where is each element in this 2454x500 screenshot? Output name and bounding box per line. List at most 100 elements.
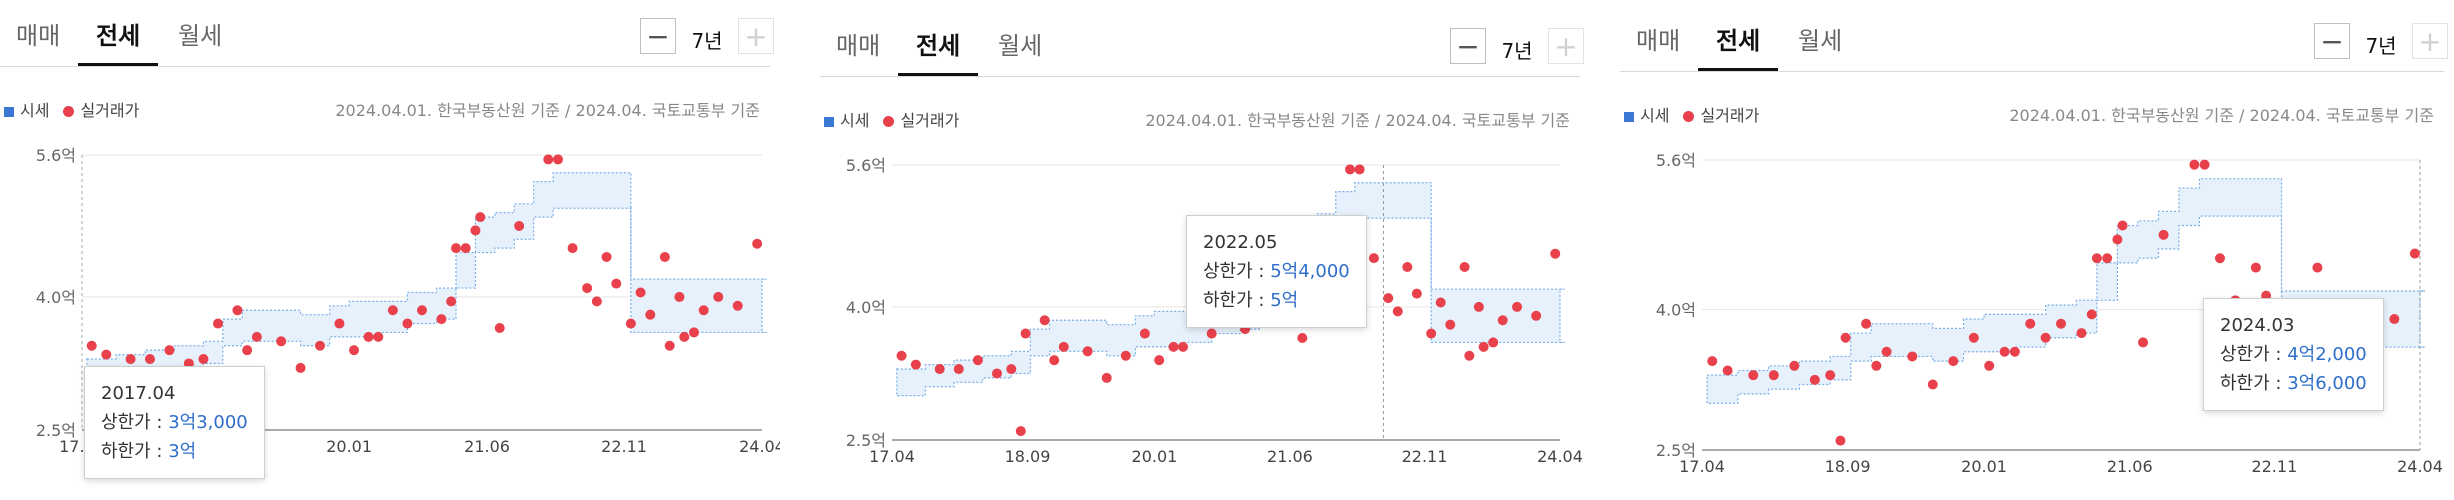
transaction-point[interactable] <box>1531 310 1542 321</box>
transaction-point[interactable] <box>1154 355 1165 366</box>
transaction-point[interactable] <box>2009 346 2020 357</box>
transaction-point[interactable] <box>2138 337 2149 348</box>
transaction-point[interactable] <box>402 318 413 329</box>
tab-monthly[interactable]: 월세 <box>178 22 223 50</box>
transaction-point[interactable] <box>251 331 262 342</box>
transaction-point[interactable] <box>125 354 136 365</box>
transaction-point[interactable] <box>1049 355 1060 366</box>
tab-trade[interactable]: 매매 <box>1636 27 1681 55</box>
transaction-point[interactable] <box>1984 360 1995 371</box>
transaction-point[interactable] <box>334 318 345 329</box>
transaction-point[interactable] <box>2250 262 2261 273</box>
transaction-point[interactable] <box>732 300 743 311</box>
period-increase-button[interactable]: + <box>2412 23 2448 59</box>
transaction-point[interactable] <box>1707 356 1718 367</box>
transaction-point[interactable] <box>315 340 325 351</box>
transaction-point[interactable] <box>145 354 155 365</box>
transaction-point[interactable] <box>689 327 699 338</box>
transaction-point[interactable] <box>1881 346 1892 357</box>
transaction-point[interactable] <box>2389 314 2400 325</box>
transaction-point[interactable] <box>2056 318 2066 329</box>
transaction-point[interactable] <box>514 220 525 231</box>
transaction-point[interactable] <box>543 154 554 165</box>
transaction-point[interactable] <box>713 291 724 302</box>
transaction-point[interactable] <box>494 322 505 333</box>
transaction-point[interactable] <box>1835 435 1846 446</box>
tab-monthly[interactable]: 월세 <box>998 32 1043 60</box>
transaction-point[interactable] <box>1383 293 1394 304</box>
transaction-point[interactable] <box>2086 309 2097 320</box>
tab-trade[interactable]: 매매 <box>16 22 61 50</box>
transaction-point[interactable] <box>1058 341 1069 352</box>
transaction-point[interactable] <box>2158 229 2169 240</box>
transaction-point[interactable] <box>2189 159 2200 170</box>
period-increase-button[interactable]: + <box>1548 28 1584 64</box>
transaction-point[interactable] <box>436 314 447 325</box>
transaction-point[interactable] <box>1999 346 2010 357</box>
transaction-point[interactable] <box>953 364 964 375</box>
transaction-point[interactable] <box>645 309 656 320</box>
transaction-point[interactable] <box>242 345 253 356</box>
transaction-point[interactable] <box>1411 288 1422 299</box>
transaction-point[interactable] <box>213 318 223 329</box>
transaction-point[interactable] <box>387 305 398 316</box>
transaction-point[interactable] <box>2214 253 2225 264</box>
period-increase-button[interactable]: + <box>738 18 774 54</box>
transaction-point[interactable] <box>679 331 690 342</box>
transaction-point[interactable] <box>2199 159 2210 170</box>
transaction-point[interactable] <box>373 331 384 342</box>
transaction-point[interactable] <box>1550 248 1561 259</box>
transaction-point[interactable] <box>1402 262 1413 273</box>
transaction-point[interactable] <box>752 238 763 249</box>
transaction-point[interactable] <box>1927 379 1938 390</box>
transaction-point[interactable] <box>1039 315 1050 326</box>
transaction-point[interactable] <box>1015 426 1026 437</box>
transaction-point[interactable] <box>1101 372 1112 383</box>
transaction-point[interactable] <box>567 243 578 254</box>
transaction-point[interactable] <box>1082 346 1093 357</box>
transaction-point[interactable] <box>1871 360 1882 371</box>
transaction-point[interactable] <box>1840 332 1851 343</box>
transaction-point[interactable] <box>1368 253 1379 264</box>
transaction-point[interactable] <box>625 318 636 329</box>
transaction-point[interactable] <box>1426 328 1437 339</box>
transaction-point[interactable] <box>1354 164 1365 175</box>
tab-jeonse[interactable]: 전세 <box>1716 27 1761 55</box>
transaction-point[interactable] <box>2076 328 2087 339</box>
transaction-point[interactable] <box>582 283 593 294</box>
transaction-point[interactable] <box>1464 350 1475 361</box>
transaction-point[interactable] <box>295 362 306 373</box>
transaction-point[interactable] <box>1392 306 1403 317</box>
transaction-point[interactable] <box>910 359 921 370</box>
transaction-point[interactable] <box>1907 351 1918 362</box>
transaction-point[interactable] <box>1006 364 1017 375</box>
transaction-point[interactable] <box>991 368 1002 379</box>
transaction-point[interactable] <box>2091 253 2102 264</box>
transaction-point[interactable] <box>2102 253 2113 264</box>
transaction-point[interactable] <box>1768 370 1779 381</box>
transaction-point[interactable] <box>659 252 670 263</box>
transaction-point[interactable] <box>232 305 243 316</box>
transaction-point[interactable] <box>972 355 983 366</box>
transaction-point[interactable] <box>1512 301 1523 312</box>
transaction-point[interactable] <box>1789 360 1800 371</box>
transaction-point[interactable] <box>2312 262 2323 273</box>
transaction-point[interactable] <box>2409 248 2420 259</box>
transaction-point[interactable] <box>1809 374 1820 385</box>
transaction-point[interactable] <box>1861 318 1872 329</box>
transaction-point[interactable] <box>1968 332 1979 343</box>
transaction-point[interactable] <box>611 278 622 289</box>
transaction-point[interactable] <box>475 212 486 223</box>
transaction-point[interactable] <box>446 296 457 307</box>
transaction-point[interactable] <box>1345 164 1356 175</box>
transaction-point[interactable] <box>1459 262 1470 273</box>
transaction-point[interactable] <box>101 349 112 360</box>
transaction-point[interactable] <box>349 345 359 356</box>
tab-monthly[interactable]: 월세 <box>1798 27 1843 55</box>
transaction-point[interactable] <box>1168 341 1179 352</box>
tab-jeonse[interactable]: 전세 <box>96 22 141 50</box>
tab-jeonse[interactable]: 전세 <box>916 32 961 60</box>
transaction-point[interactable] <box>86 340 97 351</box>
period-decrease-button[interactable]: − <box>2314 23 2350 59</box>
transaction-point[interactable] <box>2112 234 2123 245</box>
